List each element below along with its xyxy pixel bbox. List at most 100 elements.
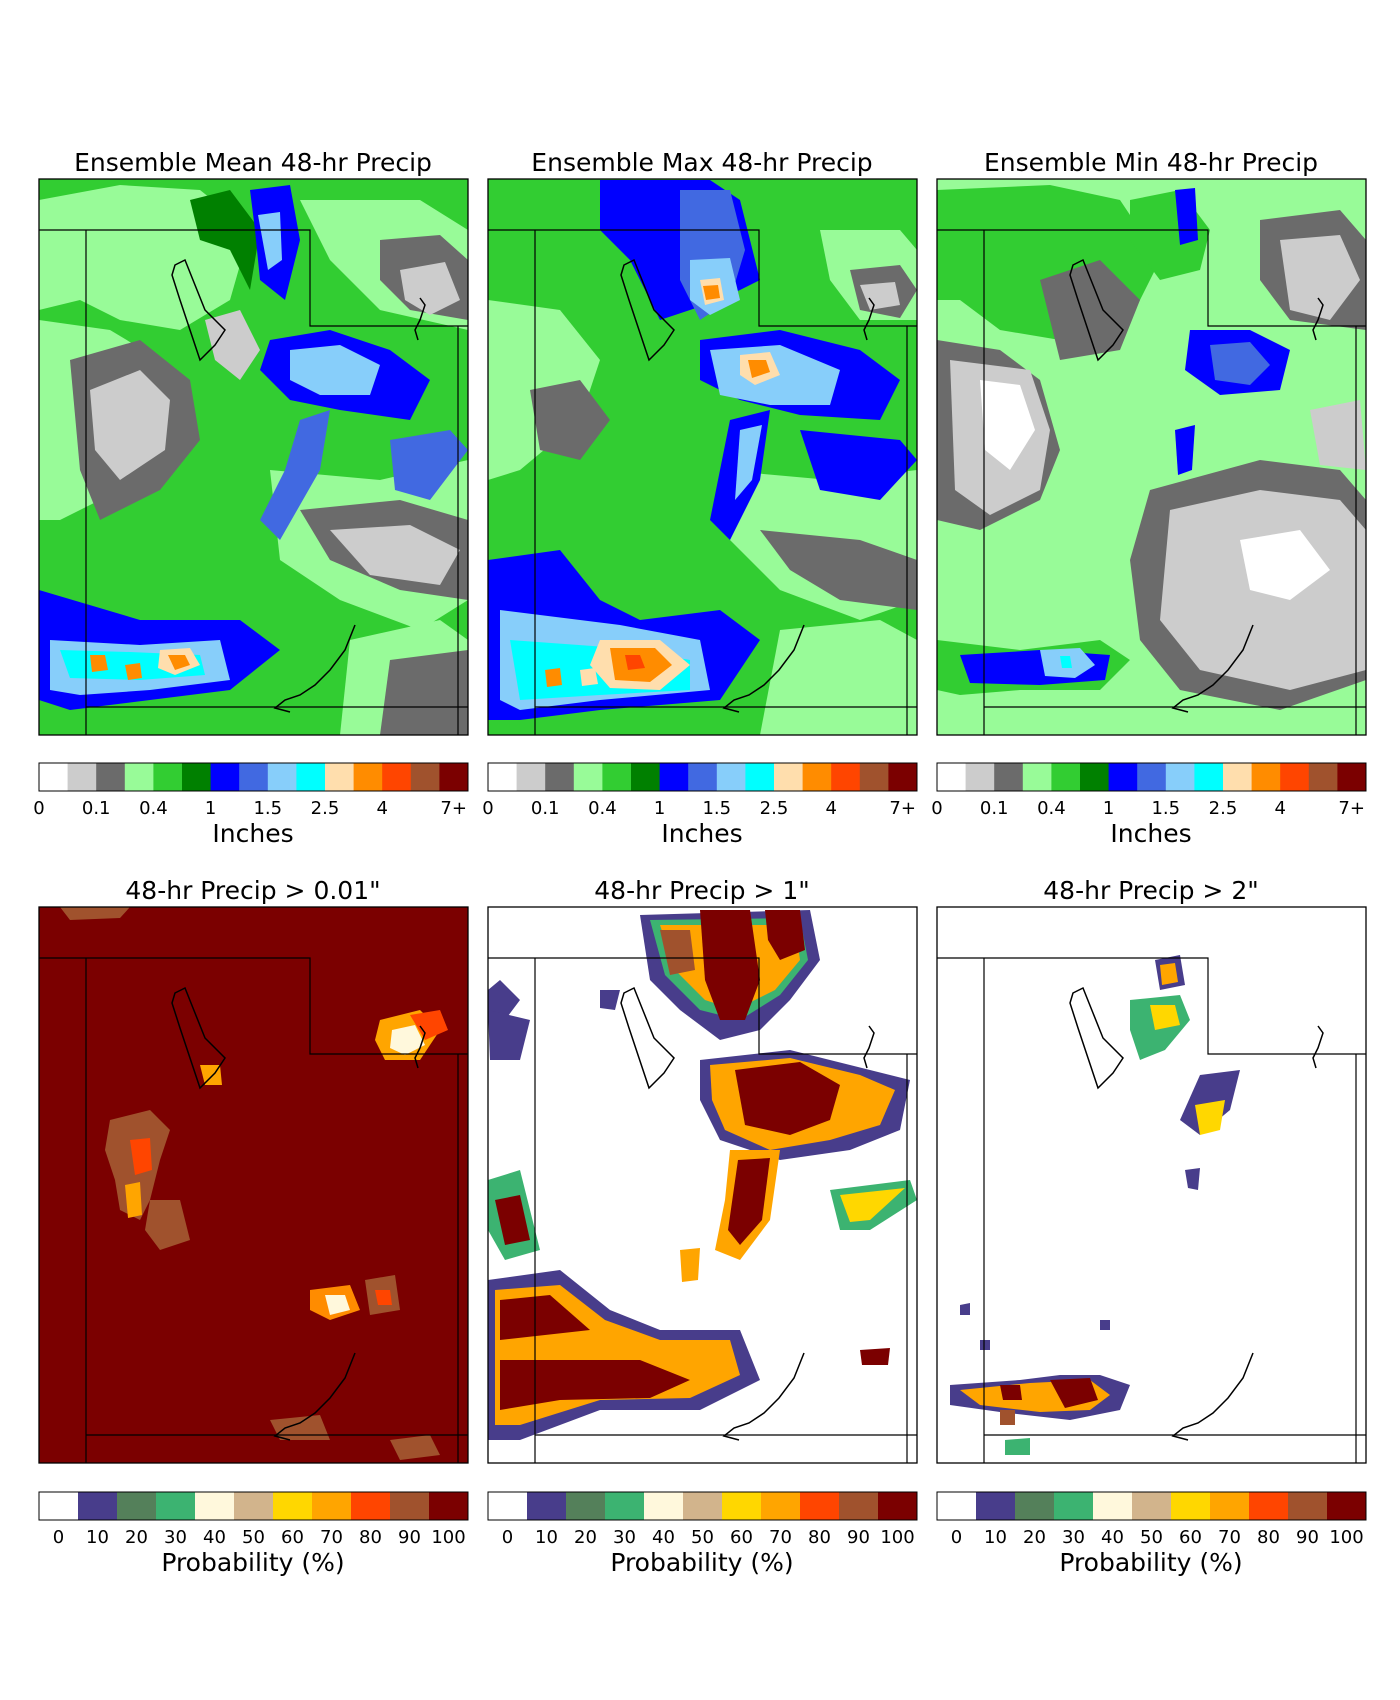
- panel-mean: Ensemble Mean 48-hr Precip: [38, 148, 469, 736]
- colorbar-tick-label: 1.5: [702, 798, 731, 819]
- precip-field: [488, 179, 917, 735]
- colorbar-swatch: [488, 1492, 528, 1520]
- panel-title: Ensemble Max 48-hr Precip: [531, 148, 872, 177]
- colorbar-swatch: [156, 1492, 196, 1520]
- colorbar-prob-2: 0 10 20 30 40 50 60 70 80 90 100 Probability (%): [487, 1491, 918, 1577]
- colorbar-tick-label: 30: [613, 1527, 636, 1548]
- colorbar-label: Inches: [1110, 819, 1191, 848]
- colorbar-swatch: [1093, 1492, 1133, 1520]
- colorbar-swatch: [976, 1492, 1016, 1520]
- colorbar-swatch: [800, 1492, 840, 1520]
- colorbar-swatch: [1132, 1492, 1172, 1520]
- colorbar-prob-1: 0 10 20 30 40 50 60 70 80 90 100 Probability (%): [38, 1491, 469, 1577]
- colorbar-ticks: 0 10 20 30 40 50 60 70 80 90 100: [502, 1527, 915, 1548]
- colorbar-swatch: [745, 763, 775, 791]
- colorbar-tick-label: 7+: [440, 798, 467, 819]
- probability-field: [39, 907, 468, 1463]
- colorbar-swatch: [239, 763, 269, 791]
- colorbar-swatches: [488, 1492, 918, 1520]
- colorbar-swatch: [1051, 763, 1081, 791]
- colorbar-swatch: [67, 763, 97, 791]
- colorbar-tick-label: 10: [535, 1527, 558, 1548]
- colorbar-tick-label: 50: [691, 1527, 714, 1548]
- colorbar-tick-label: 60: [730, 1527, 753, 1548]
- panel-title: Ensemble Mean 48-hr Precip: [74, 148, 432, 177]
- panel-min: Ensemble Min 48-hr Precip: [936, 148, 1367, 736]
- colorbar-tick-label: 60: [281, 1527, 304, 1548]
- colorbar-precip-2: 0 0.1 0.4 1 1.5 2.5 4 7+ Inches: [482, 762, 918, 848]
- colorbar-swatch: [210, 763, 240, 791]
- colorbar-tick-label: 30: [1062, 1527, 1085, 1548]
- colorbar-tick-label: 90: [398, 1527, 421, 1548]
- colorbar-swatch: [527, 1492, 567, 1520]
- colorbar-tick-label: 1: [205, 798, 216, 819]
- colorbar-swatch: [1251, 763, 1281, 791]
- colorbar-tick-label: 40: [203, 1527, 226, 1548]
- colorbar-label: Probability (%): [161, 1548, 344, 1577]
- panel-title: 48-hr Precip > 2": [1043, 876, 1258, 905]
- colorbar-swatch: [716, 763, 746, 791]
- panel-prob-001: 48-hr Precip > 0.01": [38, 876, 469, 1464]
- colorbar-swatches: [39, 763, 469, 791]
- colorbar-swatch: [545, 763, 575, 791]
- colorbar-swatch: [1015, 1492, 1055, 1520]
- precip-field: [937, 179, 1366, 735]
- colorbar-tick-label: 50: [242, 1527, 265, 1548]
- colorbar-swatch: [602, 763, 632, 791]
- colorbar-label: Inches: [212, 819, 293, 848]
- colorbar-swatch: [659, 763, 689, 791]
- colorbar-swatch: [1280, 763, 1310, 791]
- colorbar-swatches: [39, 1492, 469, 1520]
- colorbar-swatch: [566, 1492, 606, 1520]
- map-outline: [488, 957, 917, 1463]
- colorbar-ticks: 0 10 20 30 40 50 60 70 80 90 100: [951, 1527, 1364, 1548]
- panel-title: Ensemble Min 48-hr Precip: [984, 148, 1318, 177]
- colorbar-swatch: [273, 1492, 313, 1520]
- colorbar-swatch: [124, 763, 154, 791]
- colorbar-tick-label: 10: [86, 1527, 109, 1548]
- colorbar-swatch: [195, 1492, 235, 1520]
- colorbar-tick-label: 80: [808, 1527, 831, 1548]
- colorbar-swatch: [573, 763, 603, 791]
- colorbar-swatch: [382, 763, 412, 791]
- colorbar-tick-label: 1: [1103, 798, 1114, 819]
- colorbar-ticks: 0 10 20 30 40 50 60 70 80 90 100: [53, 1527, 466, 1548]
- colorbar-tick-label: 90: [847, 1527, 870, 1548]
- colorbar-swatch: [688, 763, 718, 791]
- colorbar-ticks: 0 0.1 0.4 1 1.5 2.5 4 7+: [33, 798, 467, 819]
- colorbar-tick-label: 0.1: [531, 798, 560, 819]
- colorbar-swatch: [1171, 1492, 1211, 1520]
- colorbar-swatch: [1249, 1492, 1289, 1520]
- colorbar-swatch: [1337, 763, 1367, 791]
- colorbar-swatch: [831, 763, 861, 791]
- panel-max: Ensemble Max 48-hr Precip: [487, 148, 918, 736]
- colorbar-swatch: [353, 763, 383, 791]
- colorbar-swatch: [631, 763, 661, 791]
- colorbar-tick-label: 1: [654, 798, 665, 819]
- colorbar-swatch: [182, 763, 212, 791]
- colorbar-swatch: [439, 763, 469, 791]
- colorbar-swatches: [937, 1492, 1367, 1520]
- colorbar-swatches: [488, 763, 918, 791]
- precip-field: [39, 179, 468, 735]
- colorbar-swatch: [96, 763, 126, 791]
- colorbar-swatch: [267, 763, 297, 791]
- colorbar-swatch: [1288, 1492, 1328, 1520]
- colorbar-tick-label: 2.5: [760, 798, 789, 819]
- colorbar-tick-label: 0: [482, 798, 493, 819]
- colorbar-swatch: [351, 1492, 391, 1520]
- colorbar-tick-label: 80: [359, 1527, 382, 1548]
- colorbar-swatch: [774, 763, 804, 791]
- colorbar-swatch: [516, 763, 546, 791]
- colorbar-swatch: [488, 763, 518, 791]
- colorbar-tick-label: 10: [984, 1527, 1007, 1548]
- colorbar-tick-label: 70: [320, 1527, 343, 1548]
- panel-title: 48-hr Precip > 0.01": [125, 876, 380, 905]
- colorbar-tick-label: 40: [1101, 1527, 1124, 1548]
- colorbar-tick-label: 60: [1179, 1527, 1202, 1548]
- colorbar-swatch: [1108, 763, 1138, 791]
- colorbar-tick-label: 100: [880, 1527, 914, 1548]
- map-outline: [39, 957, 468, 1463]
- colorbar-swatch: [1137, 763, 1167, 791]
- map-outline: [39, 229, 468, 735]
